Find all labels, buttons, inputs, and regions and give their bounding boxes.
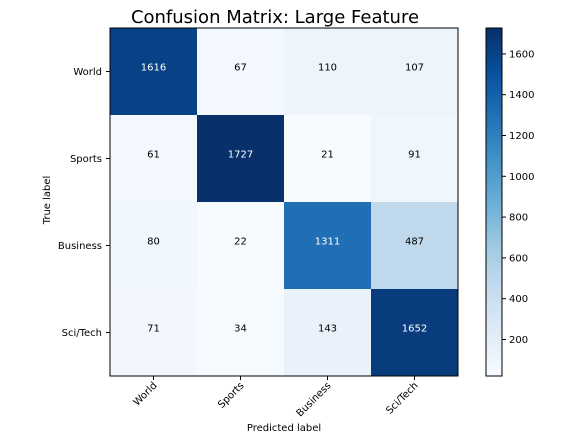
x-axis-label: Predicted label [247, 423, 321, 432]
colorbar-tick-label: 1200 [509, 131, 534, 142]
cell-value-label: 80 [147, 237, 160, 248]
cell-value-label: 21 [321, 150, 334, 161]
chart-title: Confusion Matrix: Large Feature [131, 7, 419, 28]
cell-value-label: 1311 [315, 237, 340, 248]
y-tick-label: Business [58, 241, 102, 252]
cell-value-label: 110 [318, 63, 337, 74]
cell-value-label: 34 [234, 324, 247, 335]
cell-value-label: 107 [405, 63, 424, 74]
cell-value-label: 91 [408, 150, 421, 161]
cell-value-label: 67 [234, 63, 247, 74]
colorbar-tick-label: 1000 [509, 172, 534, 183]
cell-value-label: 143 [318, 324, 337, 335]
colorbar-tick-label: 400 [509, 294, 528, 305]
y-tick-label: World [73, 67, 102, 78]
cell-value-label: 61 [147, 150, 160, 161]
colorbar-tick-label: 600 [509, 253, 528, 264]
y-axis-label: True label [42, 176, 53, 226]
cell-value-label: 487 [405, 237, 424, 248]
cell-value-label: 1727 [228, 150, 253, 161]
colorbar-tick-label: 1400 [509, 90, 534, 101]
cell-value-label: 1616 [141, 63, 166, 74]
colorbar-tick-label: 200 [509, 335, 528, 346]
cell-value-label: 22 [234, 237, 247, 248]
colorbar-tick-label: 800 [509, 213, 528, 224]
cell-value-label: 1652 [402, 324, 427, 335]
y-tick-label: Sci/Tech [62, 328, 102, 339]
cell-value-label: 71 [147, 324, 160, 335]
y-tick-label: Sports [70, 154, 102, 165]
colorbar-tick-label: 1600 [509, 49, 534, 60]
